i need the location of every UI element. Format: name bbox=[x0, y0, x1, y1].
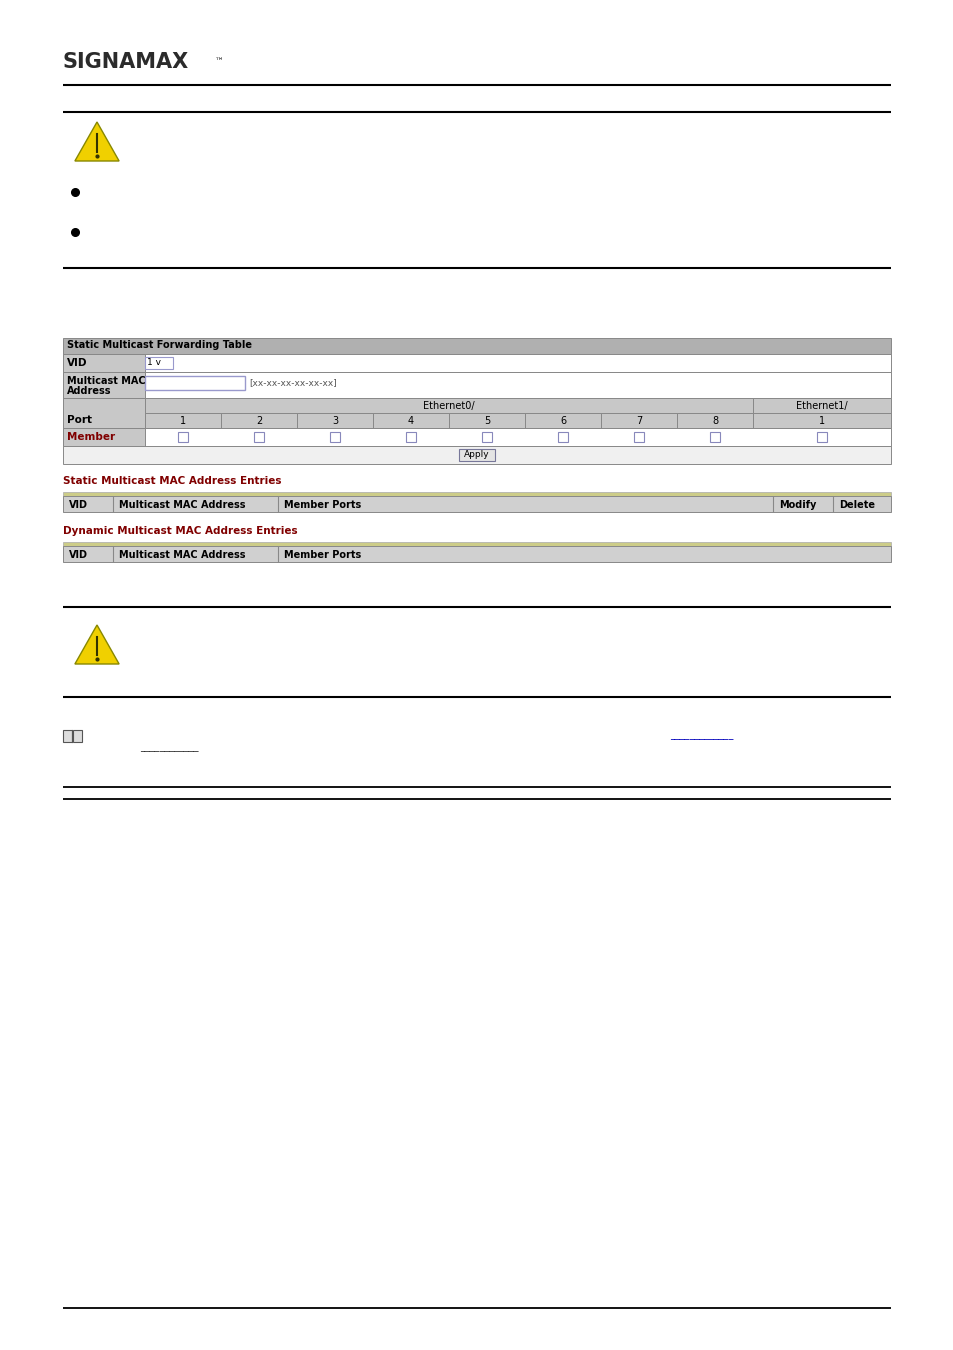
Bar bbox=[73, 730, 82, 742]
Bar bbox=[145, 377, 245, 390]
Text: VID: VID bbox=[69, 500, 88, 510]
Bar bbox=[558, 432, 567, 441]
Polygon shape bbox=[75, 122, 119, 161]
Text: ™: ™ bbox=[214, 57, 224, 66]
Bar bbox=[145, 398, 752, 413]
Text: 2: 2 bbox=[255, 416, 262, 427]
Bar bbox=[63, 491, 890, 495]
Bar bbox=[145, 356, 172, 369]
Text: Apply: Apply bbox=[464, 450, 489, 459]
Text: Delete: Delete bbox=[838, 500, 874, 510]
Bar bbox=[63, 428, 145, 446]
Text: Modify: Modify bbox=[779, 500, 816, 510]
Bar bbox=[63, 398, 145, 428]
Text: SIGNAMAX: SIGNAMAX bbox=[63, 53, 189, 72]
Text: 1: 1 bbox=[818, 416, 824, 427]
Bar bbox=[524, 413, 600, 428]
Text: Multicast MAC Address: Multicast MAC Address bbox=[119, 500, 245, 510]
Bar bbox=[296, 413, 373, 428]
Bar bbox=[373, 413, 449, 428]
Text: Member Ports: Member Ports bbox=[284, 549, 361, 560]
Text: Multicast MAC: Multicast MAC bbox=[67, 377, 146, 386]
Bar bbox=[63, 730, 71, 742]
Bar bbox=[63, 338, 890, 354]
Bar bbox=[63, 545, 890, 562]
Polygon shape bbox=[75, 625, 119, 664]
Bar bbox=[63, 541, 890, 545]
Text: Member Ports: Member Ports bbox=[284, 500, 361, 510]
Text: Static Multicast MAC Address Entries: Static Multicast MAC Address Entries bbox=[63, 477, 281, 486]
Text: _____________: _____________ bbox=[669, 730, 733, 740]
Bar bbox=[63, 373, 890, 398]
Bar bbox=[63, 446, 890, 464]
Text: 1: 1 bbox=[180, 416, 186, 427]
Text: 1 v: 1 v bbox=[147, 358, 161, 367]
Bar bbox=[406, 432, 416, 441]
Text: Static Multicast Forwarding Table: Static Multicast Forwarding Table bbox=[67, 340, 252, 350]
Text: VID: VID bbox=[69, 549, 88, 560]
Bar bbox=[330, 432, 339, 441]
Bar bbox=[63, 495, 890, 512]
Text: Port: Port bbox=[67, 414, 91, 425]
Bar bbox=[816, 432, 826, 441]
Text: 3: 3 bbox=[332, 416, 337, 427]
Text: Multicast MAC Address: Multicast MAC Address bbox=[119, 549, 245, 560]
Bar bbox=[449, 413, 524, 428]
Text: 6: 6 bbox=[559, 416, 565, 427]
Bar bbox=[63, 428, 890, 446]
Bar bbox=[481, 432, 492, 441]
Text: 4: 4 bbox=[408, 416, 414, 427]
Text: Member: Member bbox=[67, 432, 115, 441]
Bar bbox=[145, 413, 221, 428]
Text: 8: 8 bbox=[711, 416, 718, 427]
Text: VID: VID bbox=[67, 358, 88, 369]
Text: 7: 7 bbox=[636, 416, 641, 427]
Bar bbox=[63, 373, 145, 398]
Text: Ethernet0/: Ethernet0/ bbox=[423, 401, 475, 410]
Bar bbox=[677, 413, 752, 428]
Text: [xx-xx-xx-xx-xx-xx]: [xx-xx-xx-xx-xx-xx] bbox=[249, 378, 336, 387]
Bar bbox=[458, 450, 495, 460]
Bar bbox=[752, 413, 890, 428]
Bar bbox=[253, 432, 264, 441]
Bar bbox=[178, 432, 188, 441]
Text: Dynamic Multicast MAC Address Entries: Dynamic Multicast MAC Address Entries bbox=[63, 526, 297, 536]
Bar bbox=[709, 432, 720, 441]
Text: Address: Address bbox=[67, 386, 112, 396]
Bar bbox=[634, 432, 643, 441]
Text: 5: 5 bbox=[483, 416, 490, 427]
Bar bbox=[600, 413, 677, 428]
Bar bbox=[752, 398, 890, 413]
Bar bbox=[63, 354, 145, 373]
Text: Ethernet1/: Ethernet1/ bbox=[796, 401, 847, 410]
Bar bbox=[221, 413, 296, 428]
Text: ____________: ____________ bbox=[140, 743, 198, 752]
Bar bbox=[63, 354, 890, 373]
